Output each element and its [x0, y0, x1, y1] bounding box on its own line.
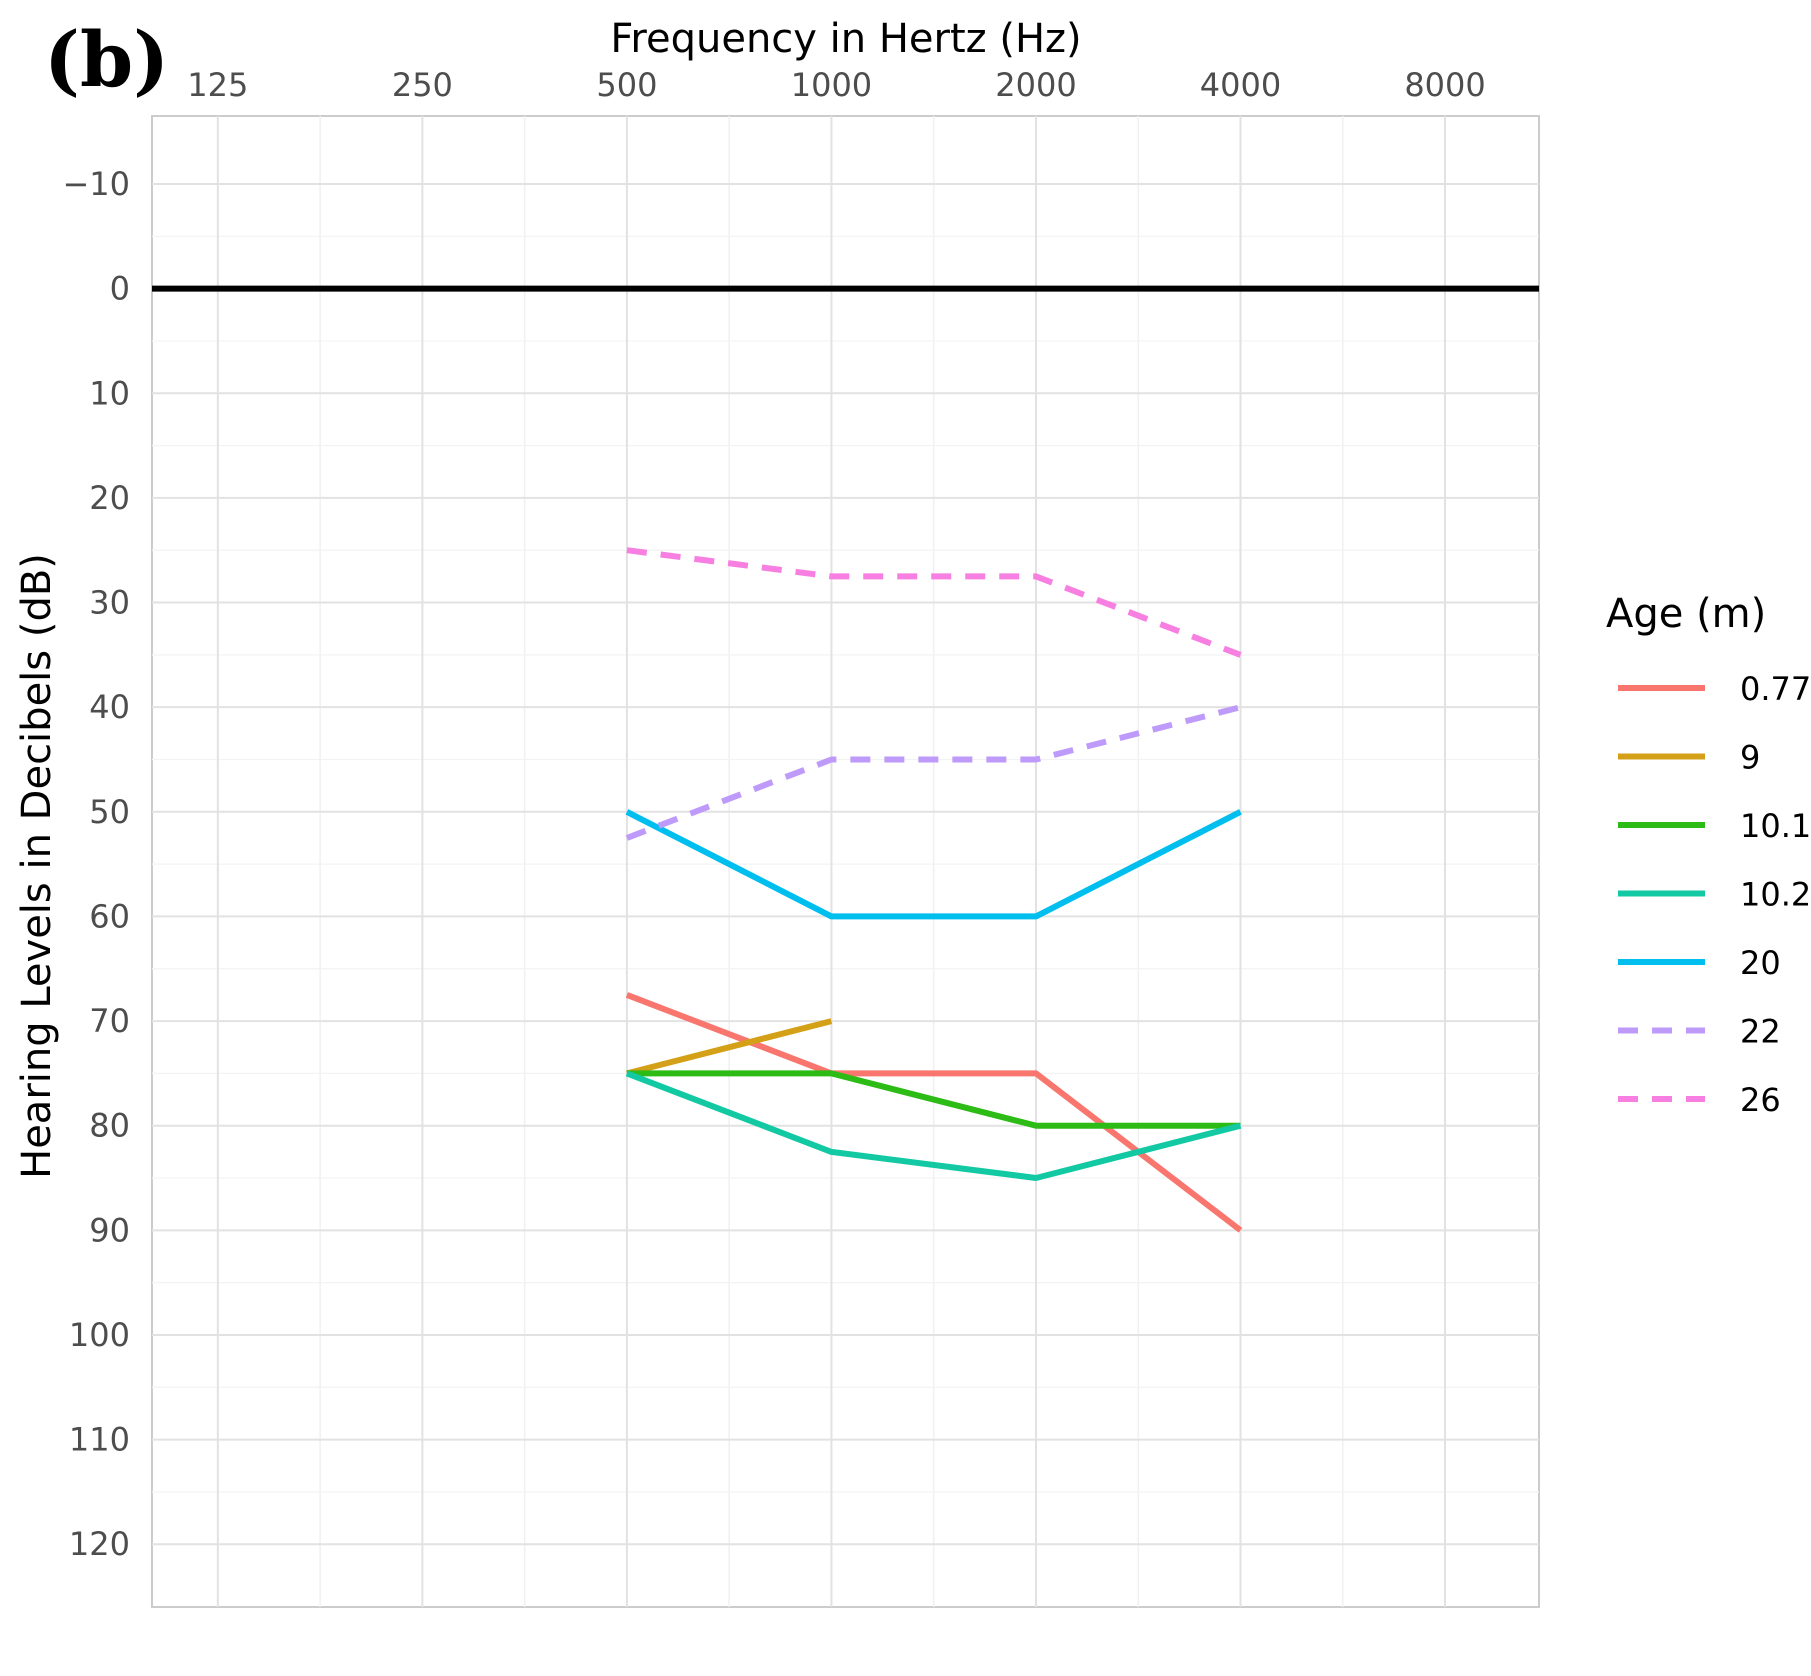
y-tick-label-70: 70 — [89, 1002, 130, 1040]
y-axis-title: Hearing Levels in Decibels (dB) — [14, 553, 60, 1179]
y-tick-label-60: 60 — [89, 897, 130, 935]
y-tick-label-0: 0 — [110, 270, 130, 308]
series-line-22 — [625, 704, 1242, 841]
y-tick-label--10: −10 — [62, 165, 130, 203]
y-tick-label-110: 110 — [69, 1421, 130, 1459]
x-tick-label-4000: 4000 — [1200, 66, 1281, 104]
y-tick-label-90: 90 — [89, 1211, 130, 1249]
y-tick-label-50: 50 — [89, 793, 130, 831]
legend-label-22: 22 — [1740, 1013, 1781, 1051]
x-tick-labels: 125 250 500 1000 2000 4000 8000 — [187, 66, 1485, 104]
y-tick-label-100: 100 — [69, 1316, 130, 1354]
x-tick-label-125: 125 — [187, 66, 248, 104]
legend: Age (m) 0.77 9 10.1 10.2 20 22 26 — [1606, 591, 1811, 1119]
gridlines — [152, 116, 1539, 1607]
series-line-9 — [626, 1018, 833, 1077]
y-tick-labels: −10 0 10 20 30 40 50 60 70 80 90 100 110 120 — [62, 165, 130, 1563]
x-tick-label-500: 500 — [596, 66, 657, 104]
legend-title: Age (m) — [1606, 591, 1766, 637]
x-tick-label-2000: 2000 — [995, 66, 1076, 104]
y-tick-label-10: 10 — [89, 374, 130, 412]
y-tick-label-40: 40 — [89, 688, 130, 726]
series-line-10.1 — [626, 1070, 1241, 1129]
legend-label-0.77: 0.77 — [1740, 670, 1811, 708]
legend-label-20: 20 — [1740, 944, 1781, 982]
series-line-10.2 — [625, 1070, 1242, 1181]
legend-label-9: 9 — [1740, 739, 1760, 777]
legend-label-26: 26 — [1740, 1081, 1781, 1119]
legend-label-10.1: 10.1 — [1740, 807, 1811, 845]
x-tick-label-250: 250 — [392, 66, 453, 104]
x-axis-title: Frequency in Hertz (Hz) — [610, 16, 1081, 62]
x-tick-label-8000: 8000 — [1404, 66, 1485, 104]
series-line-20 — [625, 809, 1242, 920]
legend-items: 0.77 9 10.1 10.2 20 22 26 — [1618, 670, 1811, 1119]
series-lines — [625, 547, 1243, 1233]
plot-panel — [151, 115, 1540, 1608]
x-tick-label-1000: 1000 — [791, 66, 872, 104]
y-tick-label-30: 30 — [89, 584, 130, 622]
legend-label-10.2: 10.2 — [1740, 876, 1811, 914]
series-line-26 — [626, 547, 1242, 658]
y-tick-label-20: 20 — [89, 479, 130, 517]
y-tick-label-120: 120 — [69, 1525, 130, 1563]
panel-label: (b) — [44, 15, 169, 104]
y-tick-label-80: 80 — [89, 1107, 130, 1145]
